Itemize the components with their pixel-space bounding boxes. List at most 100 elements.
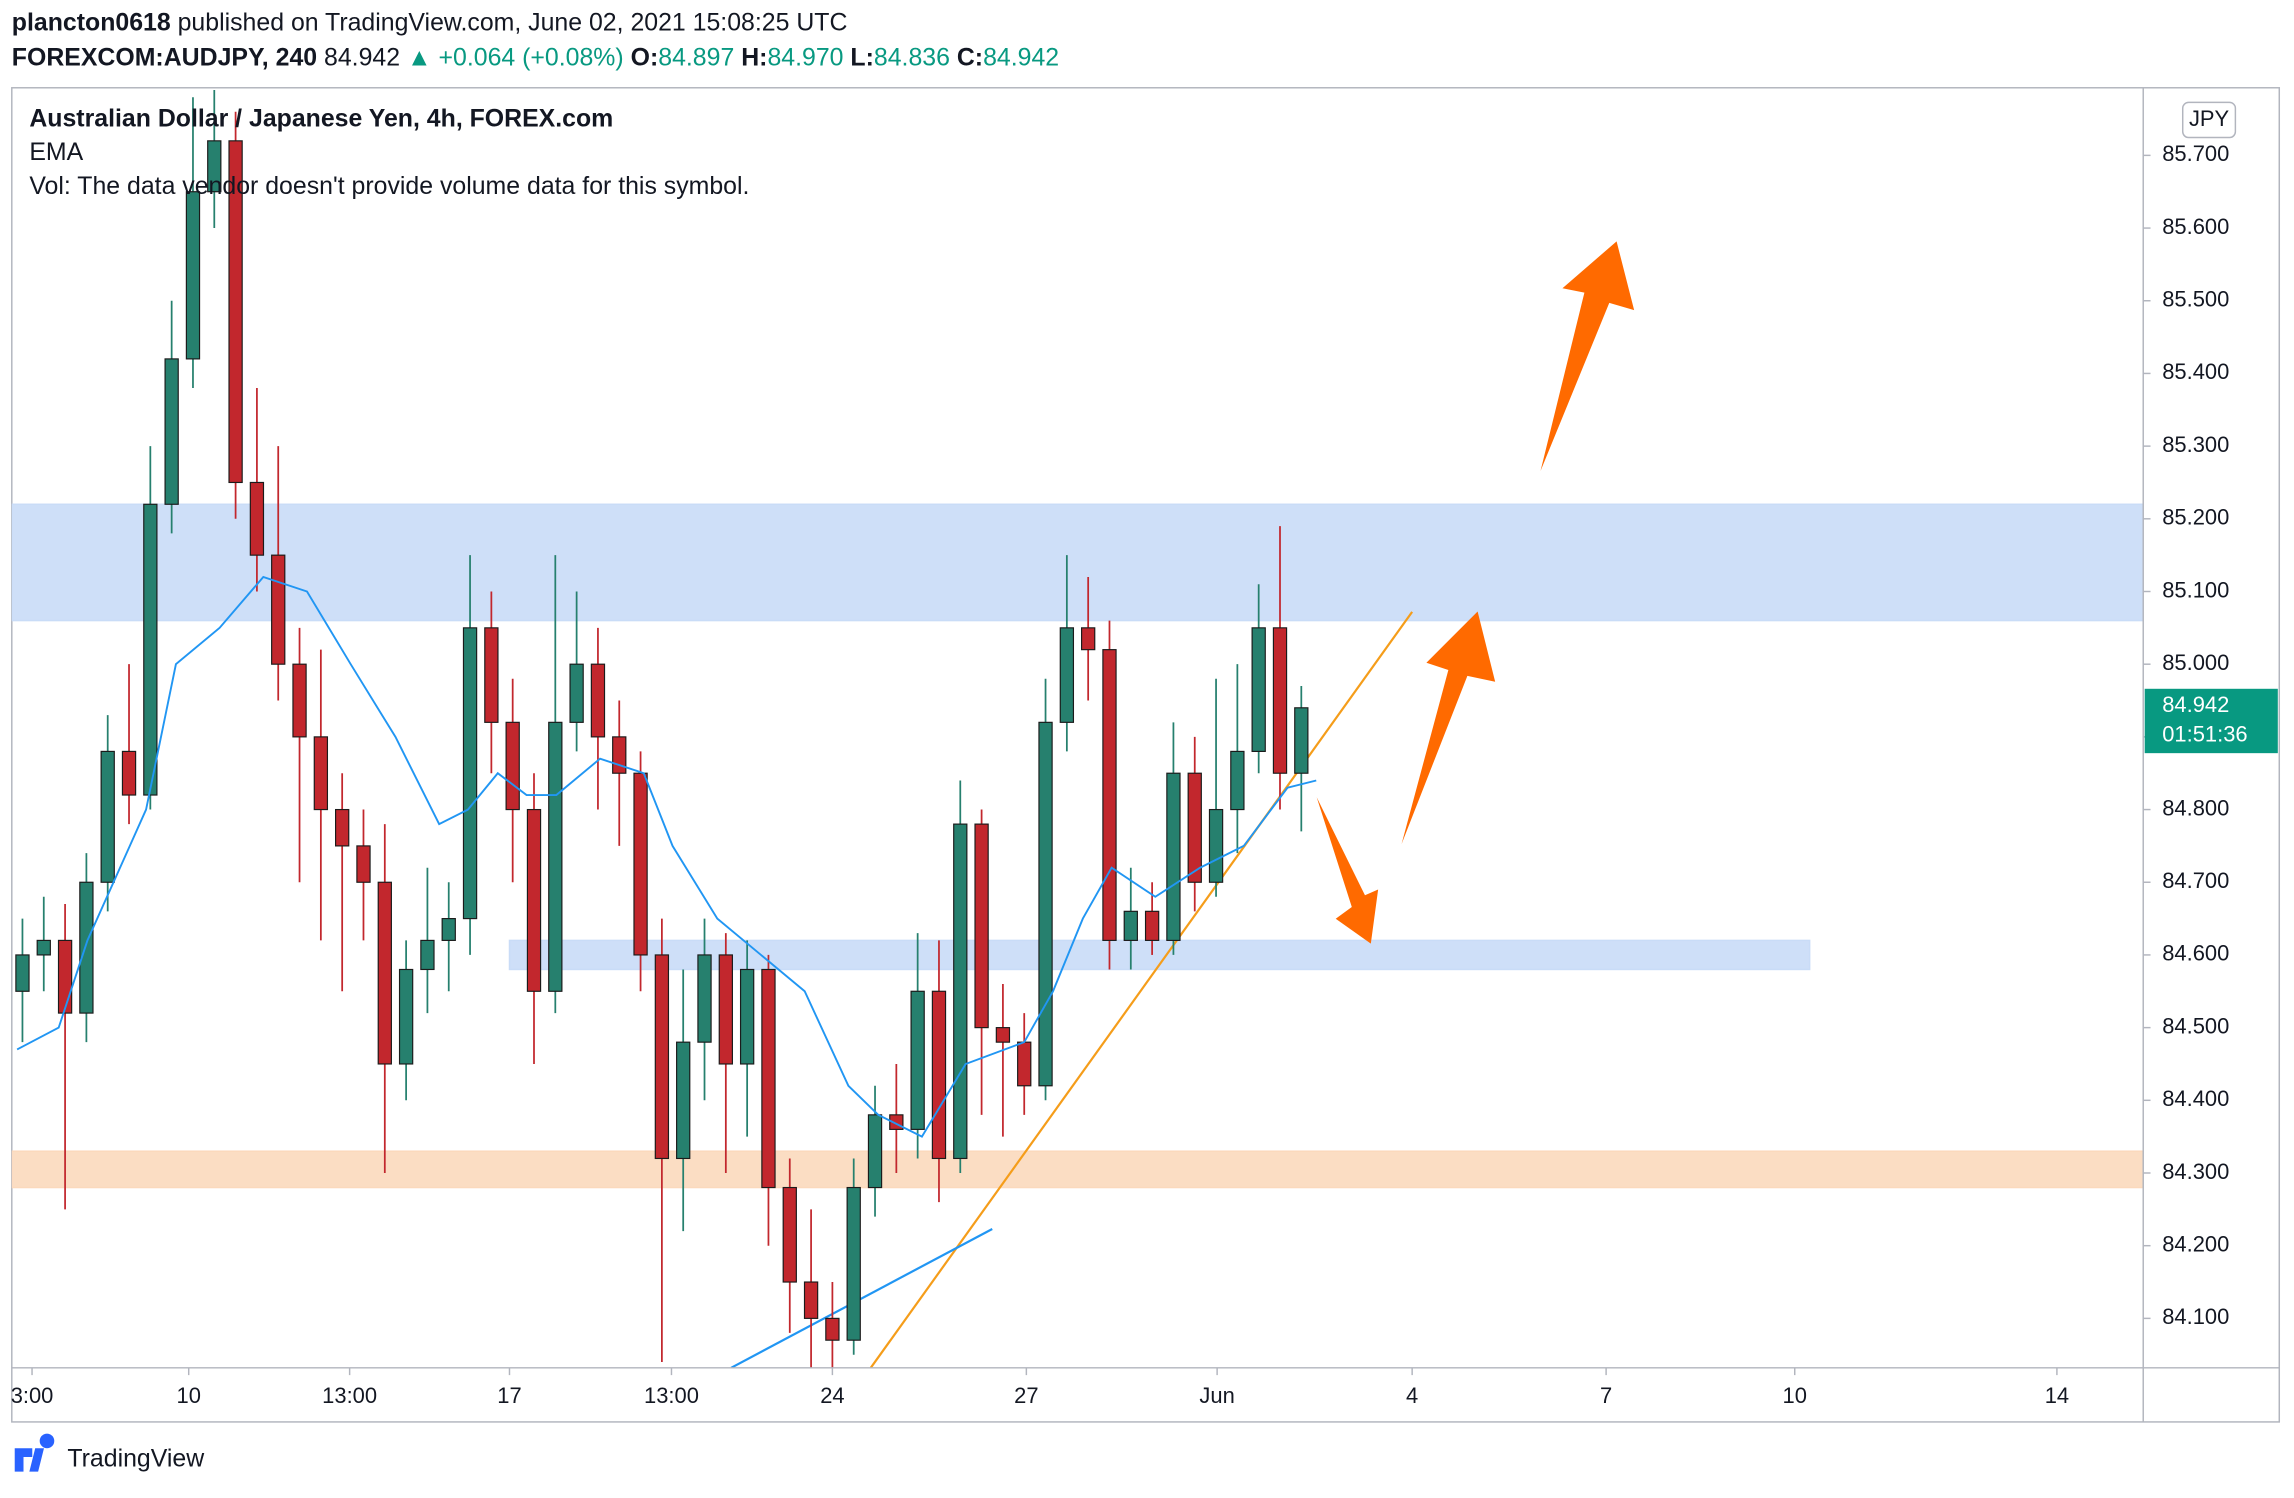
candle-body — [739, 968, 755, 1065]
candle-body — [1123, 910, 1138, 941]
candle-body — [15, 954, 30, 992]
x-tick-label: 10 — [1783, 1383, 1807, 1408]
candle-body — [36, 939, 51, 956]
candle-body — [164, 358, 179, 505]
y-tick-label: 85.700 — [2162, 141, 2229, 166]
y-tick-label: 85.400 — [2162, 359, 2229, 384]
y-tick-label: 84.800 — [2162, 795, 2229, 820]
arrow-down — [1316, 797, 1379, 944]
user: plancton0618 — [12, 8, 171, 36]
x-tick-label: 4 — [1406, 1383, 1418, 1408]
chart-title: Australian Dollar / Japanese Yen, 4h, FO… — [29, 105, 613, 133]
candle-body — [1208, 808, 1224, 883]
x-tick-label: 13:00 — [322, 1383, 377, 1408]
candle-body — [313, 736, 329, 811]
candle-body — [79, 881, 94, 1014]
candle-body — [356, 845, 371, 883]
candle-body — [462, 627, 478, 920]
candle-body — [1059, 627, 1075, 723]
candle-body — [1187, 772, 1202, 883]
candle-body — [292, 663, 307, 738]
candle-body — [484, 627, 499, 723]
arrow-up — [1401, 611, 1496, 845]
ohlc-label: O: — [631, 43, 659, 71]
currency: JPY — [2189, 106, 2230, 131]
logo — [14, 1433, 55, 1472]
change: ▲ +0.064 (+0.08%) — [407, 43, 624, 71]
zone — [11, 1150, 2144, 1189]
candle-body — [974, 823, 989, 1029]
candle-body — [995, 1027, 1011, 1043]
candle-body — [271, 554, 286, 665]
candle-body — [143, 503, 158, 796]
candle-body — [654, 954, 670, 1160]
x-tick-label: 27 — [1014, 1383, 1038, 1408]
ema-line — [16, 575, 1317, 1138]
indicator-label: EMA — [29, 138, 83, 166]
plot-area — [11, 89, 2144, 1368]
y-tick-label: 84.200 — [2162, 1231, 2229, 1256]
symbol-line: FOREXCOM:AUDJPY, 240 84.942 ▲ +0.064 (+0… — [12, 43, 1059, 71]
ohlc-value: 84.836 — [874, 43, 950, 71]
ohlc-label: H: — [741, 43, 767, 71]
symbol: FOREXCOM:AUDJPY, 240 — [12, 43, 317, 71]
y-tick-label: 84.300 — [2162, 1159, 2229, 1184]
y-tick-label: 85.600 — [2162, 214, 2229, 239]
volume-note: Vol: The data vendor doesn't provide vol… — [29, 172, 749, 200]
y-tick-label: 84.500 — [2162, 1013, 2229, 1038]
candle-body — [548, 721, 563, 992]
candle-body — [1230, 750, 1245, 811]
candle-body — [420, 939, 435, 971]
x-tick-label: Jun — [1199, 1383, 1234, 1408]
y-tick-label: 85.300 — [2162, 432, 2229, 457]
candle-body — [185, 191, 201, 360]
y-tick-label: 84.700 — [2162, 868, 2229, 893]
candle-body — [718, 954, 733, 1065]
candle-body — [782, 1186, 797, 1283]
last-price-tag — [2144, 688, 2278, 754]
candle-body — [1166, 772, 1181, 941]
publish-line: plancton0618 published on TradingView.co… — [12, 8, 848, 36]
y-tick-label: 85.000 — [2162, 650, 2229, 675]
ohlc-label: C: — [957, 43, 983, 71]
ohlc-value: 84.942 — [983, 43, 1059, 71]
candle-body — [121, 750, 137, 796]
currency-box[interactable] — [2181, 101, 2237, 139]
last-price: 84.942 — [2162, 692, 2229, 717]
candle-body — [377, 881, 392, 1065]
candle-body — [846, 1186, 861, 1341]
ohlc-label: L: — [850, 43, 873, 71]
ohlc-value: 84.970 — [767, 43, 843, 71]
x-tick-label: 17 — [497, 1383, 521, 1408]
y-tick-label: 85.500 — [2162, 287, 2229, 312]
candle-body — [1251, 627, 1266, 752]
candle-body — [526, 808, 542, 992]
y-tick-label: 85.100 — [2162, 577, 2229, 602]
candle-body — [953, 823, 968, 1160]
candle-body — [633, 772, 648, 956]
brand: TradingView — [67, 1445, 205, 1473]
candle-body — [505, 721, 520, 811]
candle-body — [207, 140, 222, 193]
y-tick-label: 84.400 — [2162, 1086, 2229, 1111]
candle-body — [100, 750, 115, 883]
candle-body — [57, 939, 73, 1014]
candle-body — [335, 808, 350, 847]
candle-body — [825, 1317, 840, 1341]
x-tick-label: 3:00 — [11, 1383, 54, 1408]
candle-body — [1081, 627, 1096, 651]
x-tick-label: 10 — [177, 1383, 201, 1408]
candle-body — [761, 968, 776, 1189]
x-tick-label: 13:00 — [644, 1383, 699, 1408]
candle-body — [1038, 721, 1053, 1087]
candle-body — [1102, 649, 1117, 941]
arrow-up — [1540, 241, 1635, 472]
candle-body — [1144, 910, 1160, 941]
trendline — [730, 1228, 993, 1368]
published: published on TradingView.com, June 02, 2… — [178, 8, 848, 36]
candle-body — [612, 736, 627, 774]
candle-body — [590, 663, 606, 738]
candle-body — [867, 1114, 883, 1189]
x-tick-label: 7 — [1600, 1383, 1612, 1408]
y-tick-label: 84.100 — [2162, 1304, 2229, 1329]
